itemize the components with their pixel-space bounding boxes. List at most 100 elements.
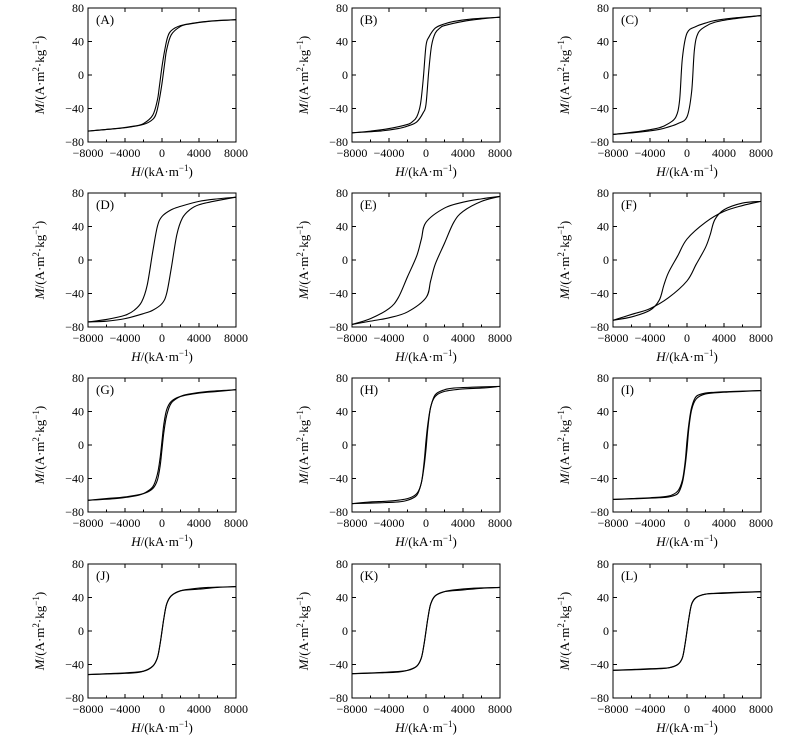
panel-d: 80 40 0 −40 −80−8000 −4000 0 4000 8000 (D) H/(kA·m… <box>31 186 248 364</box>
x-axis-title: H/(kA·m−1​) <box>394 719 457 735</box>
y-tick-label: −40 <box>329 287 348 301</box>
y-axis-title: M/(A·m2​·kg−1​) <box>295 36 311 115</box>
x-tick-label: −4000 <box>374 702 405 716</box>
hysteresis-lower-branch <box>351 195 501 326</box>
y-tick-label: −40 <box>329 658 348 672</box>
panel-label: (H) <box>360 382 378 397</box>
y-tick-label: −80 <box>590 135 609 149</box>
panel-label: (D) <box>96 197 114 212</box>
y-tick-label: −40 <box>329 472 348 486</box>
panel-label: (J) <box>96 568 110 583</box>
y-tick-label: 80 <box>597 371 609 385</box>
y-axis-title: M/(A·m2​·kg−1​) <box>295 221 311 300</box>
x-axis-title: H/(kA·m−1​) <box>655 163 718 179</box>
panel-label: (C) <box>621 12 638 27</box>
hysteresis-lower-branch <box>87 19 237 132</box>
x-tick-label: −8000 <box>337 702 368 716</box>
x-axis-title: H/(kA·m−1​) <box>394 348 457 364</box>
x-tick-label: 8000 <box>749 146 773 160</box>
y-axis-title: M/(A·m2​·kg−1​) <box>556 592 572 671</box>
y-axis-title: M/(A·m2​·kg−1​) <box>31 36 47 115</box>
y-tick-label: −40 <box>590 658 609 672</box>
x-tick-label: 8000 <box>224 516 248 530</box>
x-axis-title: H/(kA·m−1​) <box>130 348 193 364</box>
panel-label: (K) <box>360 568 378 583</box>
panel-g: 80 40 0 −40 −80−8000 −4000 0 4000 8000 (G) H/(kA·m… <box>31 371 248 549</box>
x-tick-label: −8000 <box>598 516 629 530</box>
panel-label: (L) <box>621 568 638 583</box>
hysteresis-lower-branch <box>87 389 237 501</box>
y-tick-label: −80 <box>65 135 84 149</box>
y-tick-label: −80 <box>329 691 348 705</box>
y-axis-title: M/(A·m2​·kg−1​) <box>31 221 47 300</box>
y-tick-label: 80 <box>597 186 609 200</box>
hysteresis-upper-branch <box>351 195 501 326</box>
x-tick-label: 8000 <box>488 146 512 160</box>
panel-f: 80 40 0 −40 −80−8000 −4000 0 4000 8000 (F) H/(kA·m… <box>556 186 773 364</box>
panel-label: (E) <box>360 197 377 212</box>
x-tick-label: 0 <box>684 331 690 345</box>
y-tick-label: 0 <box>342 253 348 267</box>
hysteresis-lower-branch <box>612 591 762 671</box>
hysteresis-lower-branch <box>612 200 762 321</box>
y-tick-label: 40 <box>336 220 348 234</box>
x-axis-title: H/(kA·m−1​) <box>130 719 193 735</box>
y-tick-label: 40 <box>597 405 609 419</box>
x-tick-label: −4000 <box>635 516 666 530</box>
x-tick-label: 4000 <box>451 702 475 716</box>
x-tick-label: −4000 <box>374 516 405 530</box>
hysteresis-lower-branch <box>87 196 237 323</box>
y-tick-label: 40 <box>72 405 84 419</box>
panel-label: (I) <box>621 382 634 397</box>
y-tick-label: 80 <box>72 557 84 571</box>
x-tick-label: 8000 <box>749 331 773 345</box>
y-axis-title: M/(A·m2​·kg−1​) <box>31 592 47 671</box>
x-tick-label: 0 <box>423 516 429 530</box>
x-tick-label: −8000 <box>73 702 104 716</box>
y-tick-label: 40 <box>336 591 348 605</box>
x-tick-label: 4000 <box>712 516 736 530</box>
x-tick-label: 0 <box>159 516 165 530</box>
x-tick-label: −8000 <box>337 516 368 530</box>
y-tick-label: −40 <box>65 102 84 116</box>
y-axis-title: M/(A·m2​·kg−1​) <box>295 406 311 485</box>
plot-frame <box>87 7 237 143</box>
panel-k: 80 40 0 −40 −80−8000 −4000 0 4000 8000 (K) H/(kA·m… <box>295 557 512 735</box>
x-tick-label: 0 <box>684 702 690 716</box>
plot-frame <box>87 192 237 328</box>
plot-frame <box>612 192 762 328</box>
y-tick-label: −40 <box>65 287 84 301</box>
y-tick-label: 80 <box>72 186 84 200</box>
x-tick-label: 0 <box>423 146 429 160</box>
x-tick-label: −4000 <box>110 702 141 716</box>
y-tick-label: −80 <box>329 320 348 334</box>
hysteresis-lower-branch <box>351 16 501 134</box>
y-tick-label: 40 <box>336 35 348 49</box>
y-tick-label: 0 <box>603 438 609 452</box>
x-tick-label: 8000 <box>488 702 512 716</box>
x-tick-label: 4000 <box>451 331 475 345</box>
x-tick-label: −4000 <box>635 702 666 716</box>
x-axis-title: H/(kA·m−1​) <box>655 533 718 549</box>
x-tick-label: 0 <box>423 702 429 716</box>
x-tick-label: −4000 <box>374 331 405 345</box>
panel-e: 80 40 0 −40 −80−8000 −4000 0 4000 8000 (E) H/(kA·m… <box>295 186 512 364</box>
y-tick-label: 40 <box>597 591 609 605</box>
x-tick-label: −4000 <box>110 331 141 345</box>
y-tick-label: −40 <box>590 287 609 301</box>
x-tick-label: −8000 <box>598 702 629 716</box>
x-tick-label: 0 <box>684 146 690 160</box>
x-tick-label: 0 <box>159 702 165 716</box>
x-tick-label: 4000 <box>712 702 736 716</box>
y-tick-label: −40 <box>329 102 348 116</box>
y-tick-label: −40 <box>65 658 84 672</box>
panel-a: 80 40 0 −40 −80−8000 −4000 0 4000 8000 (A) H/(kA·m… <box>31 1 248 179</box>
x-tick-label: 4000 <box>187 331 211 345</box>
panel-b: 80 40 0 −40 −80−8000 −4000 0 4000 8000 (B) H/(kA·m… <box>295 1 512 179</box>
y-tick-label: −80 <box>329 135 348 149</box>
panel-j: 80 40 0 −40 −80−8000 −4000 0 4000 8000 (J) H/(kA·m… <box>31 557 248 735</box>
panel-label: (G) <box>96 382 114 397</box>
y-tick-label: −80 <box>329 505 348 519</box>
y-tick-label: −80 <box>590 320 609 334</box>
